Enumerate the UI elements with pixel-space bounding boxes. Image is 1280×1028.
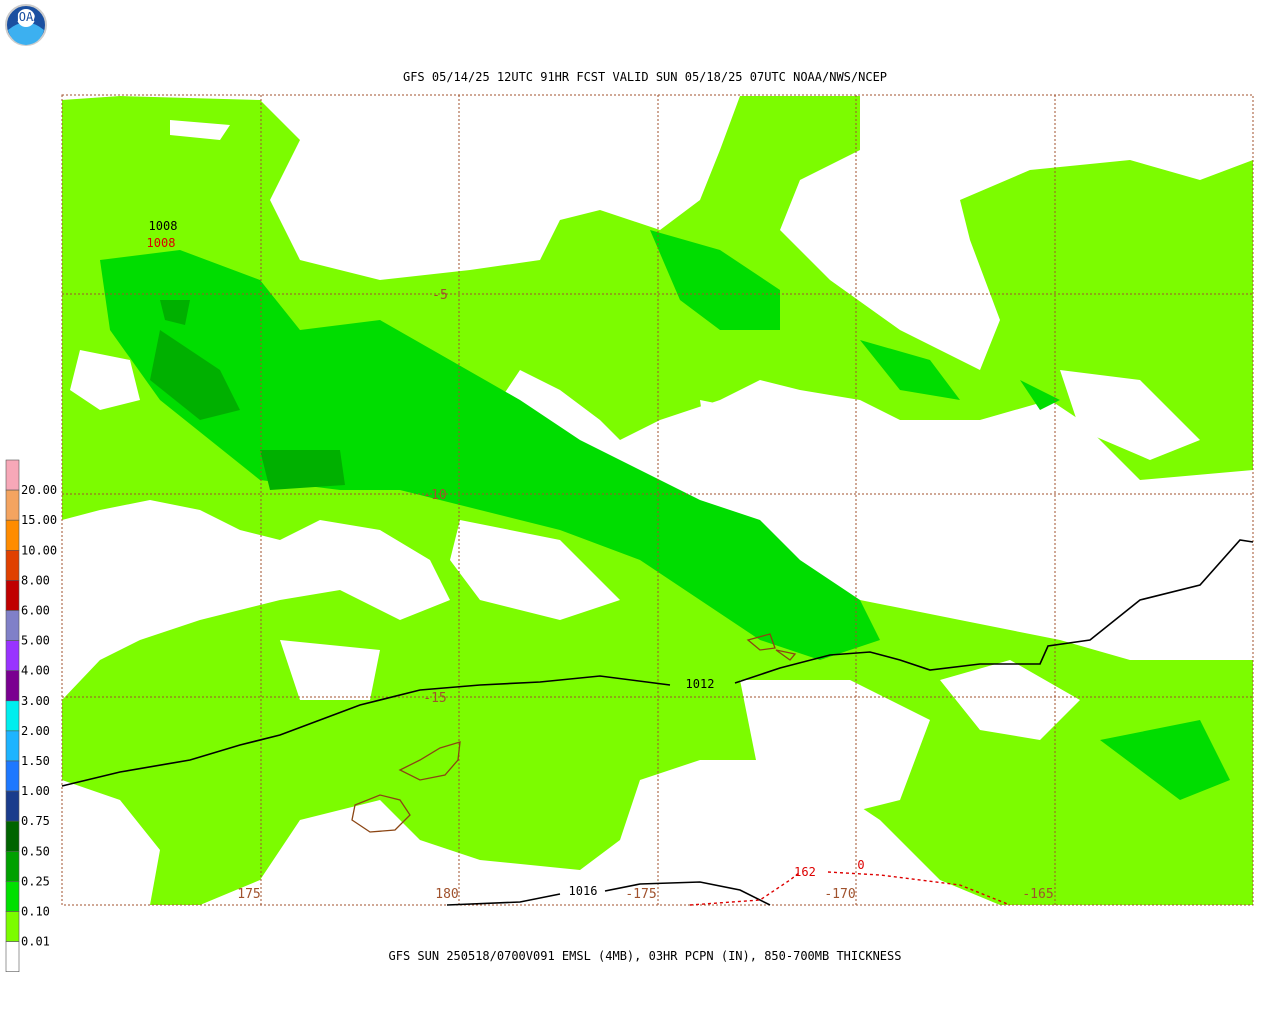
legend-swatch (5, 730, 20, 762)
lon-label: 180 (435, 887, 458, 902)
legend-swatch (5, 911, 20, 942)
legend-swatch (5, 610, 20, 641)
legend-swatch (5, 850, 20, 882)
noaa-logo: NOAA (5, 4, 47, 46)
legend-label: 1.00 (21, 784, 50, 798)
legend-label: 0.50 (21, 844, 50, 858)
thickness-label: 162 (794, 865, 816, 879)
legend-label: 8.00 (21, 573, 50, 587)
lon-label: 175 (237, 887, 260, 902)
legend-swatch (5, 881, 20, 912)
legend-label: 3.00 (21, 694, 50, 708)
map-area: -5 -10 -15 175 180 -175 -170 -165 1008 1… (61, 94, 1254, 906)
isobar-label: 1016 (569, 884, 598, 898)
legend-label: 0.10 (21, 905, 50, 919)
legend-label: 5.00 (21, 634, 50, 648)
grid (61, 94, 1254, 906)
lon-label: -165 (1022, 887, 1053, 902)
legend-swatch (5, 670, 20, 702)
lon-label: -175 (625, 887, 656, 902)
map-caption: GFS SUN 250518/0700V091 EMSL (4MB), 03HR… (389, 949, 902, 963)
logo-text: NOAA (12, 10, 42, 24)
thickness-label: 0 (857, 858, 864, 872)
legend-swatch (5, 580, 20, 611)
lat-label: -10 (423, 488, 446, 503)
legend-label: 6.00 (21, 604, 50, 618)
legend-label: 2.00 (21, 724, 50, 738)
legend-swatch (5, 941, 20, 972)
legend-swatch (5, 790, 20, 822)
lon-label: -170 (824, 887, 855, 902)
legend-swatch (5, 459, 20, 491)
legend-label: 4.00 (21, 664, 50, 678)
isobar-label: 1012 (686, 677, 715, 691)
legend-swatch (5, 489, 20, 521)
legend-label: 1.50 (21, 754, 50, 768)
legend-label: 0.01 (21, 935, 50, 949)
legend-label: 10.00 (21, 543, 57, 557)
lat-label: -5 (432, 288, 448, 303)
legend-label: 0.75 (21, 814, 50, 828)
legend-swatch (5, 549, 20, 581)
thickness-label: 1008 (147, 236, 176, 250)
isobar-label: 1008 (149, 219, 178, 233)
legend-swatch (5, 820, 20, 852)
legend-label: 0.25 (21, 874, 50, 888)
map-title: GFS 05/14/25 12UTC 91HR FCST VALID SUN 0… (403, 70, 887, 84)
legend-swatch (5, 519, 20, 551)
legend-label: 15.00 (21, 513, 57, 527)
legend: 20.00 15.00 10.00 8.00 6.00 5.00 4.00 3.00 2.00 1… (5, 459, 57, 972)
lat-label: -15 (423, 691, 446, 706)
legend-label: 20.00 (21, 483, 57, 497)
legend-swatch (5, 700, 20, 732)
legend-swatch (5, 640, 20, 671)
legend-swatch (5, 760, 20, 792)
